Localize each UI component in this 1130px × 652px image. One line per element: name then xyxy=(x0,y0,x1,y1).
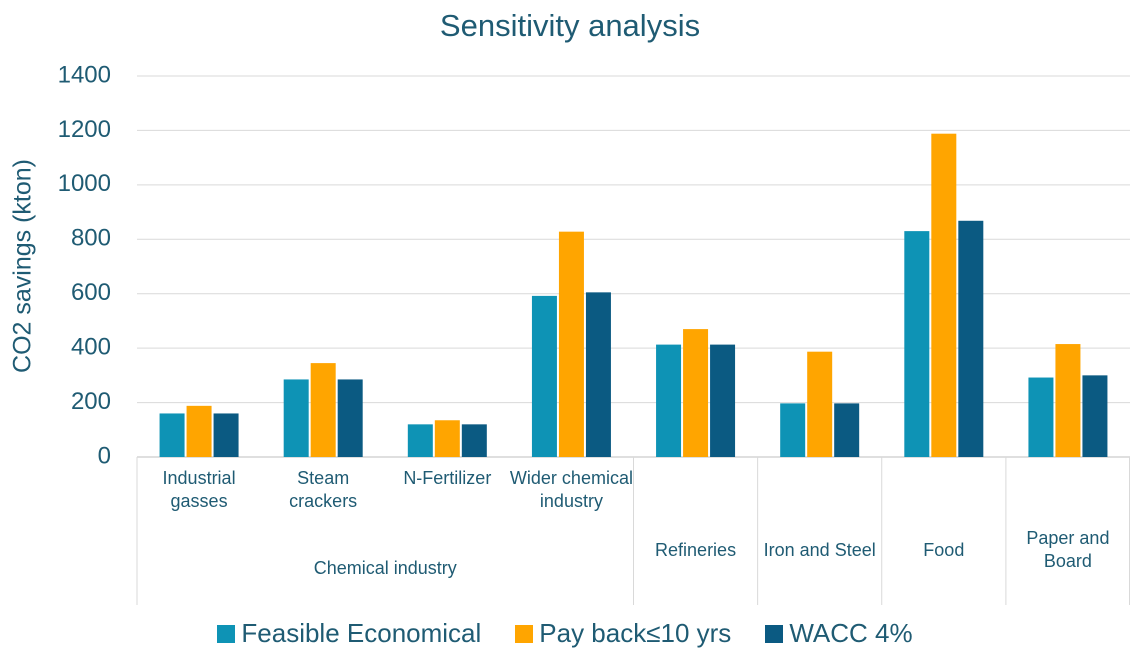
bar xyxy=(1082,375,1108,457)
x-tick-label: Steam crackers xyxy=(289,468,358,511)
legend-swatch xyxy=(515,624,534,643)
bar xyxy=(434,420,460,457)
legend-label: Pay back≤10 yrs xyxy=(539,618,732,648)
x-tick-label: Iron and Steel xyxy=(763,539,876,560)
legend-label: Feasible Economical xyxy=(241,618,482,648)
bar xyxy=(807,351,833,457)
bar xyxy=(213,413,239,457)
bar xyxy=(407,424,433,457)
bar xyxy=(834,403,860,457)
bar xyxy=(931,133,957,458)
bar xyxy=(1055,344,1081,457)
x-tick-label: N-Fertilizer xyxy=(403,468,492,488)
bar xyxy=(159,413,185,457)
bar xyxy=(710,344,736,457)
legend-item: Pay back≤10 yrs xyxy=(515,618,731,649)
y-tick-label: 800 xyxy=(71,225,111,252)
x-tick-label: Food xyxy=(923,539,965,560)
legend-item: WACC 4% xyxy=(765,618,913,649)
x-tick-label: Refineries xyxy=(655,539,737,560)
legend-swatch xyxy=(765,624,784,643)
y-tick-label: 1000 xyxy=(58,170,111,197)
legend-label: WACC 4% xyxy=(789,618,913,648)
bar xyxy=(461,424,487,457)
bar xyxy=(904,231,930,457)
x-tick-label: Wider chemical industry xyxy=(509,468,633,511)
y-tick-label: 200 xyxy=(71,388,111,415)
x-tick-label: Industrial gasses xyxy=(162,468,236,511)
y-tick-label: 1400 xyxy=(58,61,111,88)
legend-item: Feasible Economical xyxy=(217,618,481,649)
x-tick-label: Paper and Board xyxy=(1026,528,1110,571)
bar xyxy=(558,231,584,457)
bar xyxy=(186,405,212,457)
group-label: Chemical industry xyxy=(313,557,457,578)
chart-title: Sensitivity analysis xyxy=(440,8,700,43)
legend: Feasible Economical Pay back≤10 yrs WACC 4… xyxy=(0,618,1130,649)
bar xyxy=(531,295,557,457)
bar xyxy=(683,329,709,457)
bar xyxy=(656,344,682,457)
bar xyxy=(1028,377,1054,457)
bar xyxy=(337,379,363,457)
bar xyxy=(283,379,309,457)
legend-swatch xyxy=(217,624,236,643)
bar xyxy=(780,403,806,457)
y-tick-label: 1200 xyxy=(58,116,111,143)
bar xyxy=(958,220,984,457)
y-axis-label: CO2 savings (kton) xyxy=(9,159,37,373)
bar xyxy=(585,292,611,457)
y-tick-label: 0 xyxy=(98,442,111,469)
y-tick-label: 400 xyxy=(71,333,111,360)
y-tick-label: 600 xyxy=(71,279,111,306)
bar xyxy=(310,363,336,457)
